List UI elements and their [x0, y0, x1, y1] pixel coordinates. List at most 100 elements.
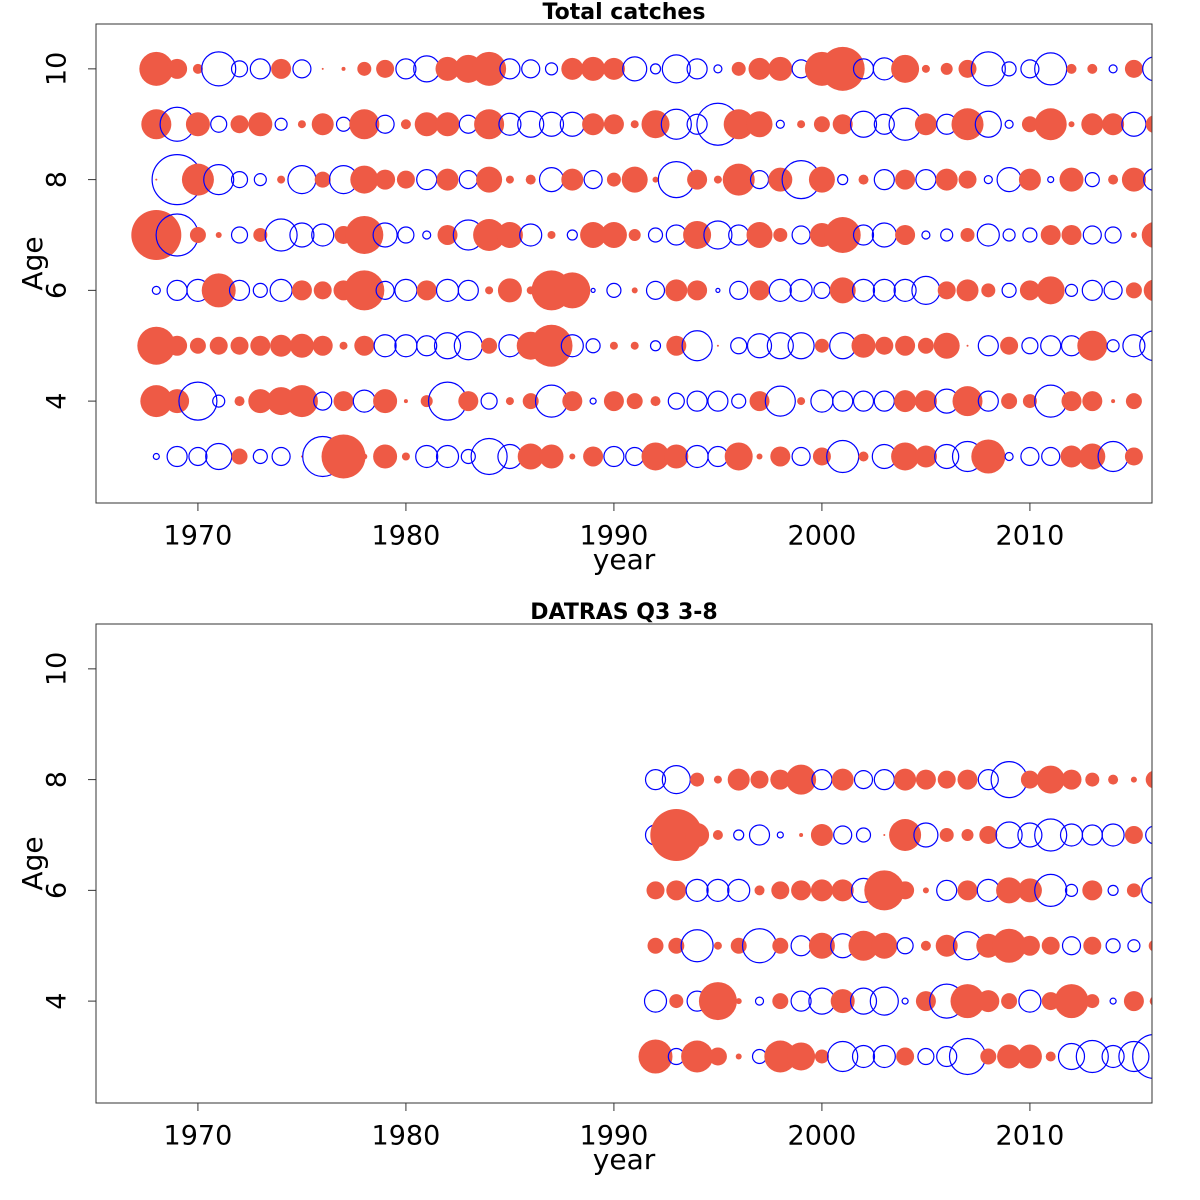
bubble: [727, 768, 750, 791]
bubble: [525, 174, 536, 185]
bubble: [681, 330, 713, 362]
bubble: [1001, 393, 1018, 410]
bubble: [1040, 224, 1061, 245]
bubble: [733, 829, 745, 841]
bubble: [603, 391, 624, 412]
bubble: [1066, 63, 1077, 74]
bubble: [188, 446, 208, 467]
bubble: [873, 169, 895, 191]
bubble: [480, 392, 498, 410]
bubble: [644, 769, 667, 791]
bubble: [668, 937, 685, 954]
bubble: [661, 765, 691, 795]
bubble: [997, 1044, 1022, 1069]
bubble: [621, 166, 648, 193]
bubble: [1084, 172, 1100, 188]
bubble: [603, 114, 624, 135]
bubble: [883, 833, 886, 836]
bubble: [851, 333, 876, 358]
bubble: [831, 768, 854, 791]
bubble: [647, 227, 664, 243]
bubble: [321, 434, 366, 479]
bubble: [234, 396, 245, 407]
bubble: [1077, 330, 1108, 361]
plot-area: [131, 46, 1152, 479]
bubble: [873, 769, 895, 791]
bubble: [435, 56, 460, 81]
bubble: [869, 986, 899, 1016]
bubble: [539, 444, 564, 469]
bubble: [435, 278, 460, 302]
bubble: [519, 223, 543, 247]
bubble: [666, 880, 687, 901]
y-tick-label: 8: [42, 171, 73, 188]
bubble: [372, 222, 398, 248]
bubble: [474, 109, 505, 140]
bubble: [1106, 339, 1120, 353]
bubble: [1040, 335, 1062, 357]
bubble: [820, 46, 865, 91]
bubble: [741, 928, 778, 964]
bubble: [517, 110, 545, 138]
y-tick-label: 4: [42, 393, 73, 410]
bubble: [977, 335, 999, 357]
bubble: [914, 390, 937, 413]
bubble: [855, 827, 872, 843]
bubble: [748, 57, 771, 80]
bubble: [1004, 119, 1014, 129]
bubble: [913, 822, 939, 848]
bubble: [422, 230, 432, 240]
bubble: [212, 394, 226, 408]
bubble: [827, 1040, 859, 1073]
bubble: [933, 332, 960, 359]
bubble: [645, 280, 666, 300]
bubble: [851, 278, 876, 302]
bubble: [996, 167, 1022, 193]
bubble: [749, 391, 770, 412]
bubble: [581, 56, 606, 81]
bubble: [583, 446, 604, 467]
bubble: [375, 169, 396, 190]
bubble: [167, 58, 188, 79]
bubble: [1139, 330, 1152, 362]
bubble: [630, 341, 639, 350]
bubble: [1000, 336, 1019, 355]
bubble: [896, 1047, 915, 1066]
bubble: [400, 119, 411, 130]
bubble: [1087, 63, 1098, 74]
bubble: [730, 937, 747, 954]
bubble: [952, 386, 983, 417]
bubble: [690, 772, 705, 787]
x-tick-label: 1990: [580, 521, 649, 552]
bubble: [1132, 1034, 1152, 1079]
bubble: [209, 336, 228, 355]
bubble: [437, 224, 458, 245]
y-tick-label: 6: [42, 882, 73, 899]
bubble: [810, 823, 833, 846]
bubble: [313, 281, 332, 300]
bubble: [996, 877, 1023, 904]
bubble: [1036, 765, 1065, 794]
bubble: [311, 113, 334, 136]
bubble: [1001, 61, 1017, 77]
bubble: [137, 326, 176, 365]
bubble: [1083, 936, 1102, 955]
bubble: [1127, 939, 1141, 953]
bubble: [956, 279, 979, 302]
bubble: [1149, 996, 1152, 1006]
bubble: [1061, 936, 1082, 956]
bubble: [974, 110, 1002, 138]
bubble: [1061, 769, 1082, 790]
bubble: [566, 229, 578, 241]
bubble: [832, 114, 853, 135]
bubble: [530, 324, 573, 367]
bubble: [521, 59, 541, 79]
bubble: [731, 393, 747, 409]
bubble: [339, 341, 348, 350]
bubble: [1019, 280, 1040, 301]
bubble: [1082, 225, 1102, 245]
bubble: [1064, 883, 1079, 897]
bubble: [660, 108, 692, 140]
